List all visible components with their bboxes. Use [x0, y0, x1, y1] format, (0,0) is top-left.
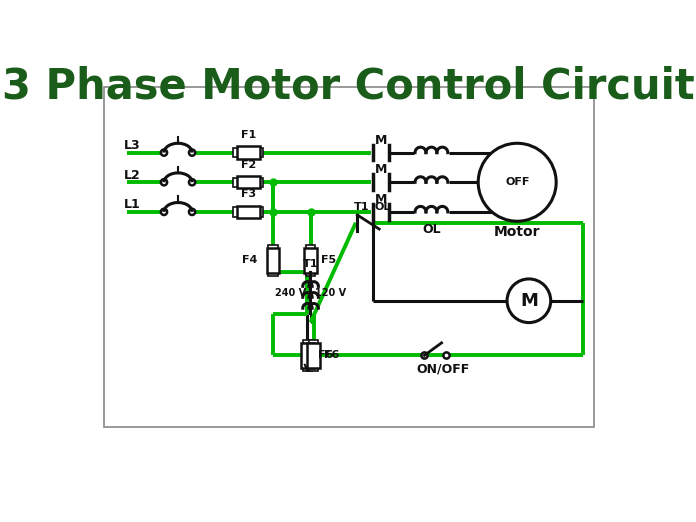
Circle shape [161, 149, 167, 156]
Text: 3 Phase Motor Control Circuit: 3 Phase Motor Control Circuit [1, 65, 695, 108]
Bar [269, 245, 278, 276]
Bar [267, 248, 279, 272]
Bar [233, 148, 263, 157]
Bar [104, 87, 594, 427]
Text: F4: F4 [242, 255, 258, 265]
Text: L2: L2 [123, 169, 140, 182]
Circle shape [189, 209, 195, 215]
Text: M: M [374, 193, 387, 206]
Bar [237, 146, 260, 159]
Text: OL: OL [374, 202, 390, 212]
Circle shape [507, 279, 551, 323]
Circle shape [189, 149, 195, 156]
Bar [233, 207, 263, 217]
Text: L1: L1 [123, 198, 140, 211]
Text: OL: OL [422, 222, 441, 235]
Bar [301, 343, 314, 368]
Text: M: M [520, 292, 538, 310]
Bar [237, 176, 260, 188]
Bar [306, 245, 315, 276]
Bar [303, 340, 312, 371]
Bar [237, 206, 260, 218]
Text: M: M [374, 134, 387, 147]
Text: F6: F6 [324, 350, 339, 360]
Text: Motor: Motor [494, 225, 540, 239]
Text: F2: F2 [241, 160, 256, 170]
Bar [309, 340, 318, 371]
Text: T1: T1 [303, 259, 318, 269]
Text: F3: F3 [241, 189, 255, 199]
Text: L3: L3 [123, 139, 140, 152]
Bar [304, 248, 317, 272]
Text: F1: F1 [241, 130, 256, 140]
Circle shape [161, 209, 167, 215]
Text: T1: T1 [354, 202, 369, 212]
Bar [233, 177, 263, 187]
Circle shape [478, 143, 556, 221]
Text: OFF: OFF [505, 177, 530, 187]
Text: 120 V: 120 V [315, 288, 346, 298]
Circle shape [189, 179, 195, 185]
Circle shape [161, 179, 167, 185]
Bar [308, 343, 320, 368]
Text: ON/OFF: ON/OFF [416, 363, 470, 376]
Text: M: M [374, 163, 387, 176]
Text: F5: F5 [321, 255, 336, 265]
Text: 240 V: 240 V [276, 288, 307, 298]
Text: F6: F6 [317, 350, 333, 360]
